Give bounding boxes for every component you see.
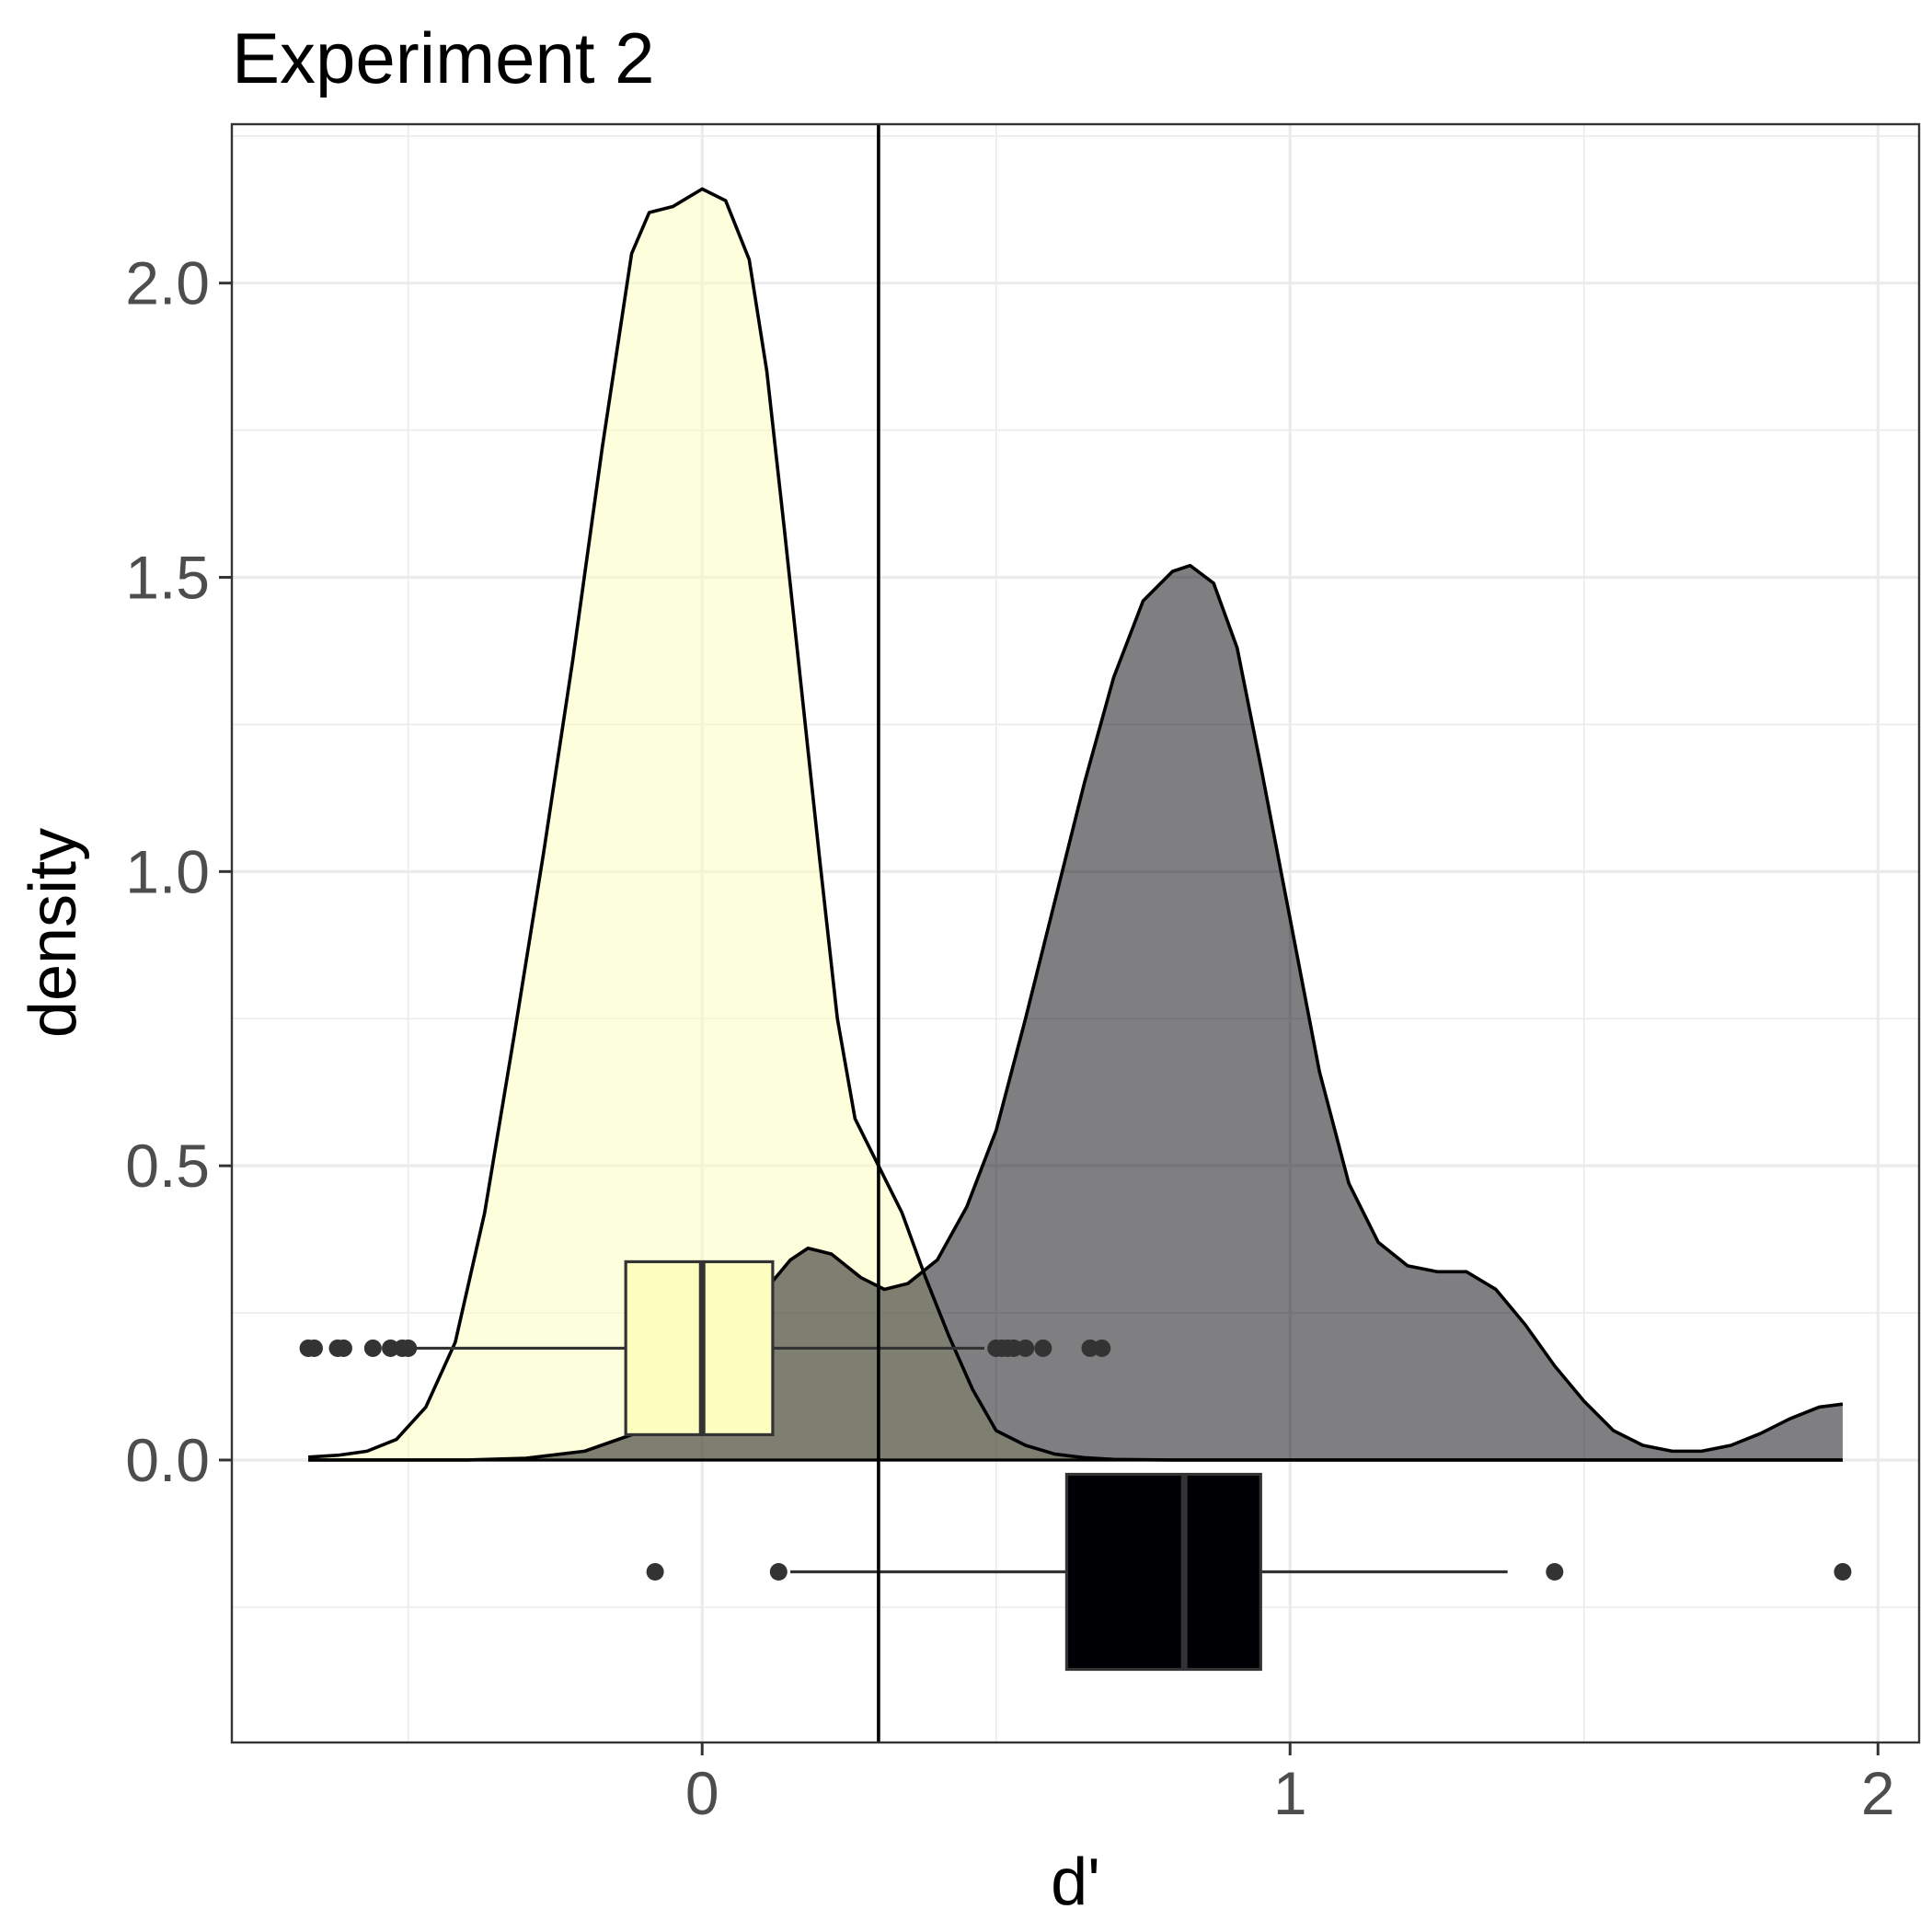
outlier-point-1 (305, 1339, 323, 1357)
series-layer (299, 187, 1852, 1672)
outlier-point-2 (769, 1563, 788, 1581)
y-tick-label: 1.0 (125, 837, 210, 905)
outlier-point-2 (1546, 1563, 1564, 1581)
outlier-point-1 (1093, 1339, 1111, 1357)
outlier-point-1 (1034, 1339, 1052, 1357)
x-axis-title: d' (1051, 1846, 1100, 1919)
axis-ticks: 0 1 2 0.0 0.5 1.0 1.5 2.0 (125, 249, 1894, 1827)
y-axis-title: density (17, 828, 90, 1038)
outlier-point-1 (1017, 1339, 1035, 1357)
x-tick-label: 0 (685, 1759, 719, 1827)
x-tick-label: 2 (1861, 1759, 1895, 1827)
outlier-point-1 (399, 1339, 418, 1357)
y-tick-label: 0.5 (125, 1132, 210, 1200)
outlier-point-1 (334, 1339, 352, 1357)
outlier-point-2 (646, 1563, 664, 1581)
plot-border (230, 122, 1921, 1744)
outlier-point-2 (1834, 1563, 1852, 1581)
chart-title: Experiment 2 (232, 17, 655, 98)
outlier-point-1 (363, 1339, 382, 1357)
x-tick-label: 1 (1273, 1759, 1307, 1827)
y-tick-label: 1.5 (125, 544, 210, 612)
box-2 (1064, 1472, 1262, 1672)
density-area-2 (308, 565, 1843, 1460)
density-area-1 (308, 189, 1843, 1460)
y-tick-label: 0.0 (125, 1426, 210, 1494)
y-tick-label: 2.0 (125, 249, 210, 317)
